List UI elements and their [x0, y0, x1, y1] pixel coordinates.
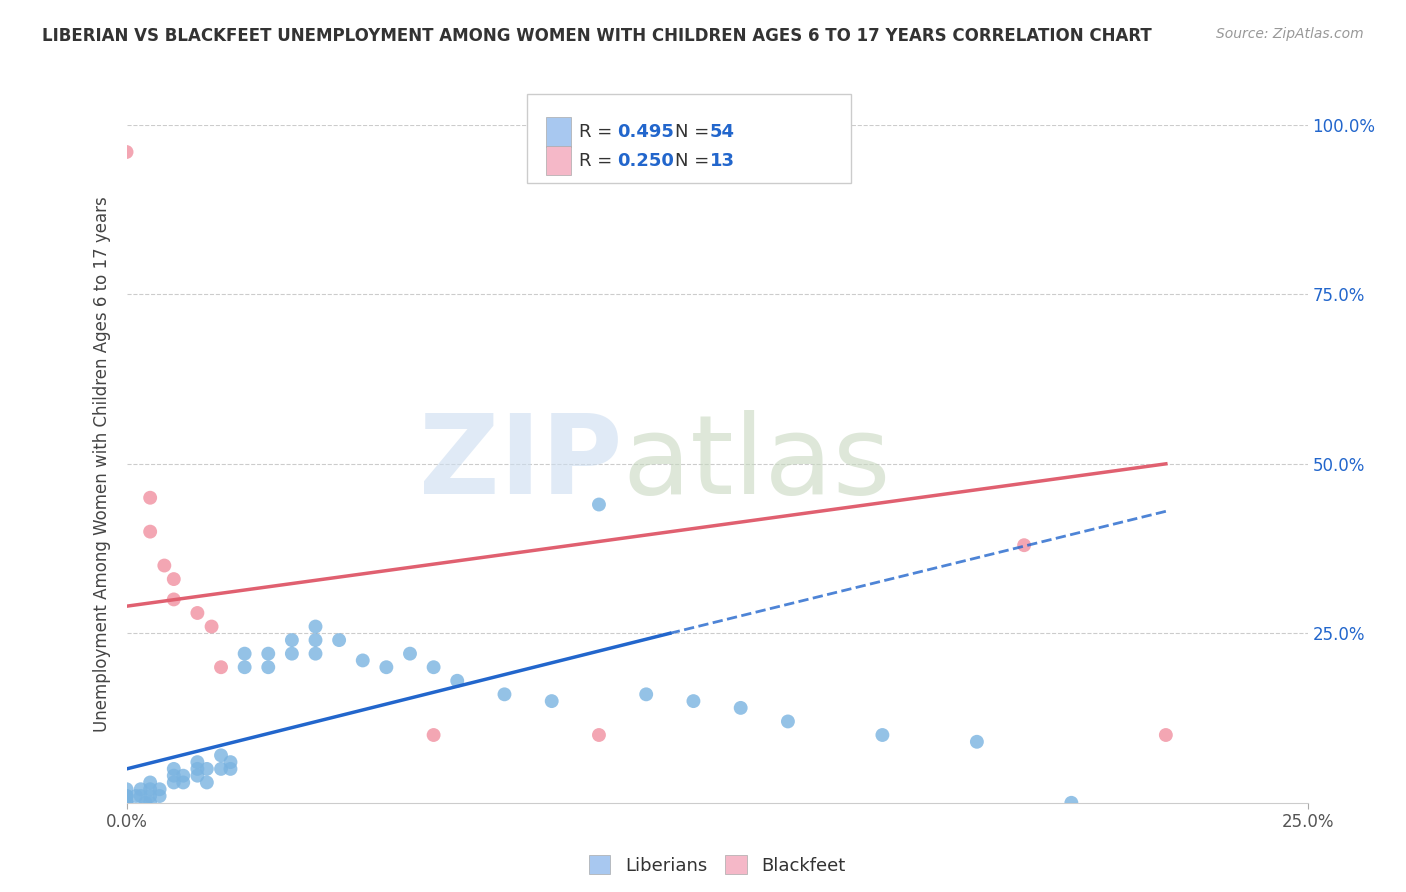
Point	[776, 714, 799, 729]
Point	[1012, 538, 1035, 552]
Point	[682, 694, 704, 708]
Point	[195, 762, 218, 776]
Point	[172, 775, 194, 789]
Point	[139, 491, 162, 505]
Point	[257, 647, 280, 661]
Point	[399, 647, 422, 661]
Point	[1154, 728, 1177, 742]
Text: N =: N =	[675, 152, 714, 169]
Point	[540, 694, 562, 708]
Point	[304, 619, 326, 633]
Point	[446, 673, 468, 688]
Point	[115, 796, 138, 810]
Point	[588, 728, 610, 742]
Point	[966, 735, 988, 749]
Point	[115, 789, 138, 803]
Point	[134, 796, 156, 810]
Point	[209, 660, 232, 674]
Point	[304, 633, 326, 648]
Point	[115, 782, 138, 797]
Point	[163, 769, 186, 783]
Point	[149, 789, 172, 803]
Point	[163, 572, 186, 586]
Point	[219, 755, 242, 769]
Point	[588, 498, 610, 512]
Point	[153, 558, 176, 573]
Point	[115, 796, 138, 810]
Point	[636, 687, 658, 701]
Point	[281, 647, 304, 661]
Text: R =: R =	[579, 123, 619, 141]
Point	[139, 782, 162, 797]
Point	[872, 728, 894, 742]
Y-axis label: Unemployment Among Women with Children Ages 6 to 17 years: Unemployment Among Women with Children A…	[93, 196, 111, 731]
Text: 13: 13	[710, 152, 735, 169]
Point	[352, 653, 374, 667]
Point	[281, 633, 304, 648]
Text: ZIP: ZIP	[419, 410, 623, 517]
Point	[172, 769, 194, 783]
Point	[115, 145, 138, 159]
Point	[257, 660, 280, 674]
Text: N =: N =	[675, 123, 714, 141]
Point	[422, 660, 444, 674]
Text: 0.495: 0.495	[617, 123, 673, 141]
Point	[186, 769, 208, 783]
Point	[163, 762, 186, 776]
Point	[186, 755, 208, 769]
Point	[730, 701, 752, 715]
Point	[139, 524, 162, 539]
Point	[163, 592, 186, 607]
Point	[209, 748, 232, 763]
Legend: Liberians, Blackfeet: Liberians, Blackfeet	[582, 848, 852, 882]
Point	[422, 728, 444, 742]
Text: Source: ZipAtlas.com: Source: ZipAtlas.com	[1216, 27, 1364, 41]
Point	[139, 775, 162, 789]
Point	[375, 660, 398, 674]
Point	[125, 789, 148, 803]
Point	[115, 789, 138, 803]
Point	[129, 782, 152, 797]
Point	[195, 775, 218, 789]
Text: 0.250: 0.250	[617, 152, 673, 169]
Point	[304, 647, 326, 661]
Point	[149, 782, 172, 797]
Point	[139, 796, 162, 810]
Point	[233, 660, 256, 674]
Text: 54: 54	[710, 123, 735, 141]
Point	[163, 775, 186, 789]
Point	[1060, 796, 1083, 810]
Text: atlas: atlas	[623, 410, 891, 517]
Text: LIBERIAN VS BLACKFEET UNEMPLOYMENT AMONG WOMEN WITH CHILDREN AGES 6 TO 17 YEARS : LIBERIAN VS BLACKFEET UNEMPLOYMENT AMONG…	[42, 27, 1152, 45]
Point	[233, 647, 256, 661]
Text: R =: R =	[579, 152, 619, 169]
Point	[200, 619, 222, 633]
Point	[209, 762, 232, 776]
Point	[129, 789, 152, 803]
Point	[186, 606, 208, 620]
Point	[219, 762, 242, 776]
Point	[328, 633, 350, 648]
Point	[494, 687, 516, 701]
Point	[186, 762, 208, 776]
Point	[139, 789, 162, 803]
